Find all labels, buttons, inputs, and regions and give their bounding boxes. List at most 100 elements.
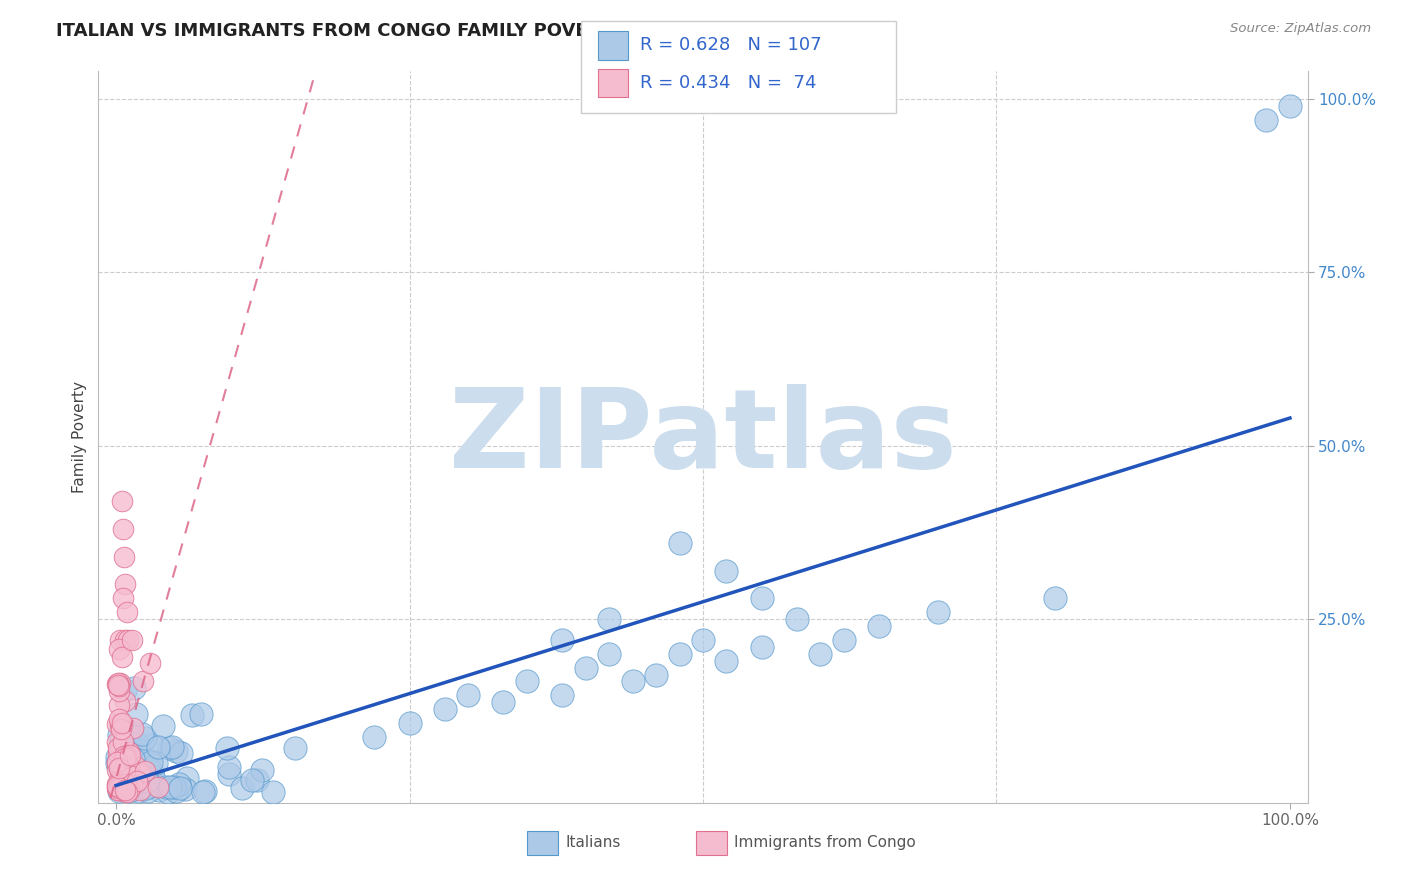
- Immigrants from Congo: [111, 494, 134, 508]
- Italians: [551, 632, 574, 647]
- Italians: [148, 739, 170, 754]
- Italians: [134, 731, 156, 746]
- Italians: [127, 743, 149, 757]
- Italians: [1043, 591, 1066, 606]
- Italians: [262, 785, 284, 799]
- Italians: [157, 740, 180, 755]
- Italians: [751, 591, 773, 606]
- Immigrants from Congo: [146, 780, 169, 794]
- Immigrants from Congo: [105, 777, 128, 791]
- Italians: [457, 689, 479, 703]
- Italians: [108, 728, 131, 742]
- Italians: [136, 774, 159, 789]
- Italians: [868, 619, 890, 633]
- Immigrants from Congo: [107, 746, 129, 760]
- Text: ITALIAN VS IMMIGRANTS FROM CONGO FAMILY POVERTY CORRELATION CHART: ITALIAN VS IMMIGRANTS FROM CONGO FAMILY …: [56, 22, 848, 40]
- Italians: [124, 681, 146, 696]
- Italians: [138, 768, 160, 782]
- Italians: [136, 784, 159, 798]
- Immigrants from Congo: [111, 735, 134, 749]
- Italians: [122, 752, 145, 766]
- Italians: [139, 755, 162, 769]
- Immigrants from Congo: [107, 741, 129, 756]
- Italians: [135, 759, 157, 773]
- Italians: [492, 695, 515, 709]
- Italians: [645, 667, 668, 681]
- Immigrants from Congo: [110, 764, 132, 778]
- Italians: [111, 749, 134, 764]
- Immigrants from Congo: [105, 756, 128, 770]
- Italians: [246, 773, 269, 788]
- Italians: [190, 706, 212, 721]
- Immigrants from Congo: [107, 677, 129, 691]
- Italians: [148, 783, 170, 797]
- Italians: [105, 750, 128, 764]
- Text: R = 0.434   N =  74: R = 0.434 N = 74: [640, 74, 817, 92]
- Text: ZIPatlas: ZIPatlas: [449, 384, 957, 491]
- Immigrants from Congo: [114, 783, 136, 797]
- Italians: [122, 778, 145, 792]
- Italians: [716, 654, 738, 668]
- Immigrants from Congo: [111, 766, 134, 780]
- Italians: [128, 784, 150, 798]
- Italians: [155, 780, 177, 795]
- Italians: [194, 783, 217, 797]
- Italians: [170, 746, 193, 760]
- Text: Immigrants from Congo: Immigrants from Congo: [734, 836, 915, 850]
- Italians: [575, 660, 598, 674]
- Italians: [108, 780, 131, 795]
- Immigrants from Congo: [128, 767, 150, 781]
- Immigrants from Congo: [121, 632, 143, 647]
- Immigrants from Congo: [105, 780, 128, 795]
- Italians: [114, 682, 136, 697]
- Italians: [218, 760, 240, 774]
- Italians: [145, 756, 167, 770]
- Immigrants from Congo: [117, 745, 139, 759]
- Immigrants from Congo: [112, 783, 135, 797]
- Italians: [129, 764, 152, 779]
- Italians: [165, 744, 187, 758]
- Immigrants from Congo: [128, 782, 150, 797]
- Immigrants from Congo: [107, 780, 129, 794]
- Italians: [110, 733, 132, 747]
- Italians: [120, 781, 142, 796]
- Italians: [284, 741, 307, 756]
- Immigrants from Congo: [105, 763, 128, 777]
- Italians: [111, 761, 134, 775]
- Italians: [165, 784, 187, 798]
- Immigrants from Congo: [114, 777, 136, 791]
- Italians: [516, 674, 538, 689]
- Immigrants from Congo: [108, 765, 131, 780]
- Immigrants from Congo: [108, 698, 131, 712]
- Immigrants from Congo: [114, 694, 136, 708]
- Italians: [176, 771, 198, 785]
- Italians: [134, 778, 156, 792]
- Immigrants from Congo: [129, 766, 152, 780]
- Italians: [1256, 112, 1278, 127]
- Italians: [122, 776, 145, 790]
- Immigrants from Congo: [117, 632, 139, 647]
- Immigrants from Congo: [105, 755, 128, 769]
- Immigrants from Congo: [108, 717, 131, 731]
- Immigrants from Congo: [107, 780, 129, 795]
- Italians: [117, 784, 139, 798]
- Immigrants from Congo: [107, 684, 129, 698]
- Italians: [363, 730, 385, 744]
- Immigrants from Congo: [115, 605, 138, 619]
- Immigrants from Congo: [107, 676, 129, 690]
- Immigrants from Congo: [108, 641, 131, 656]
- Italians: [160, 739, 183, 754]
- Immigrants from Congo: [120, 747, 142, 762]
- Immigrants from Congo: [114, 777, 136, 791]
- Immigrants from Congo: [108, 780, 131, 795]
- Immigrants from Congo: [114, 749, 136, 764]
- Italians: [181, 707, 204, 722]
- Immigrants from Congo: [112, 549, 135, 564]
- Immigrants from Congo: [110, 722, 132, 736]
- Italians: [551, 689, 574, 703]
- Italians: [668, 647, 690, 661]
- Immigrants from Congo: [118, 782, 141, 797]
- Italians: [142, 770, 165, 784]
- Immigrants from Congo: [114, 632, 136, 647]
- Text: Italians: Italians: [565, 836, 620, 850]
